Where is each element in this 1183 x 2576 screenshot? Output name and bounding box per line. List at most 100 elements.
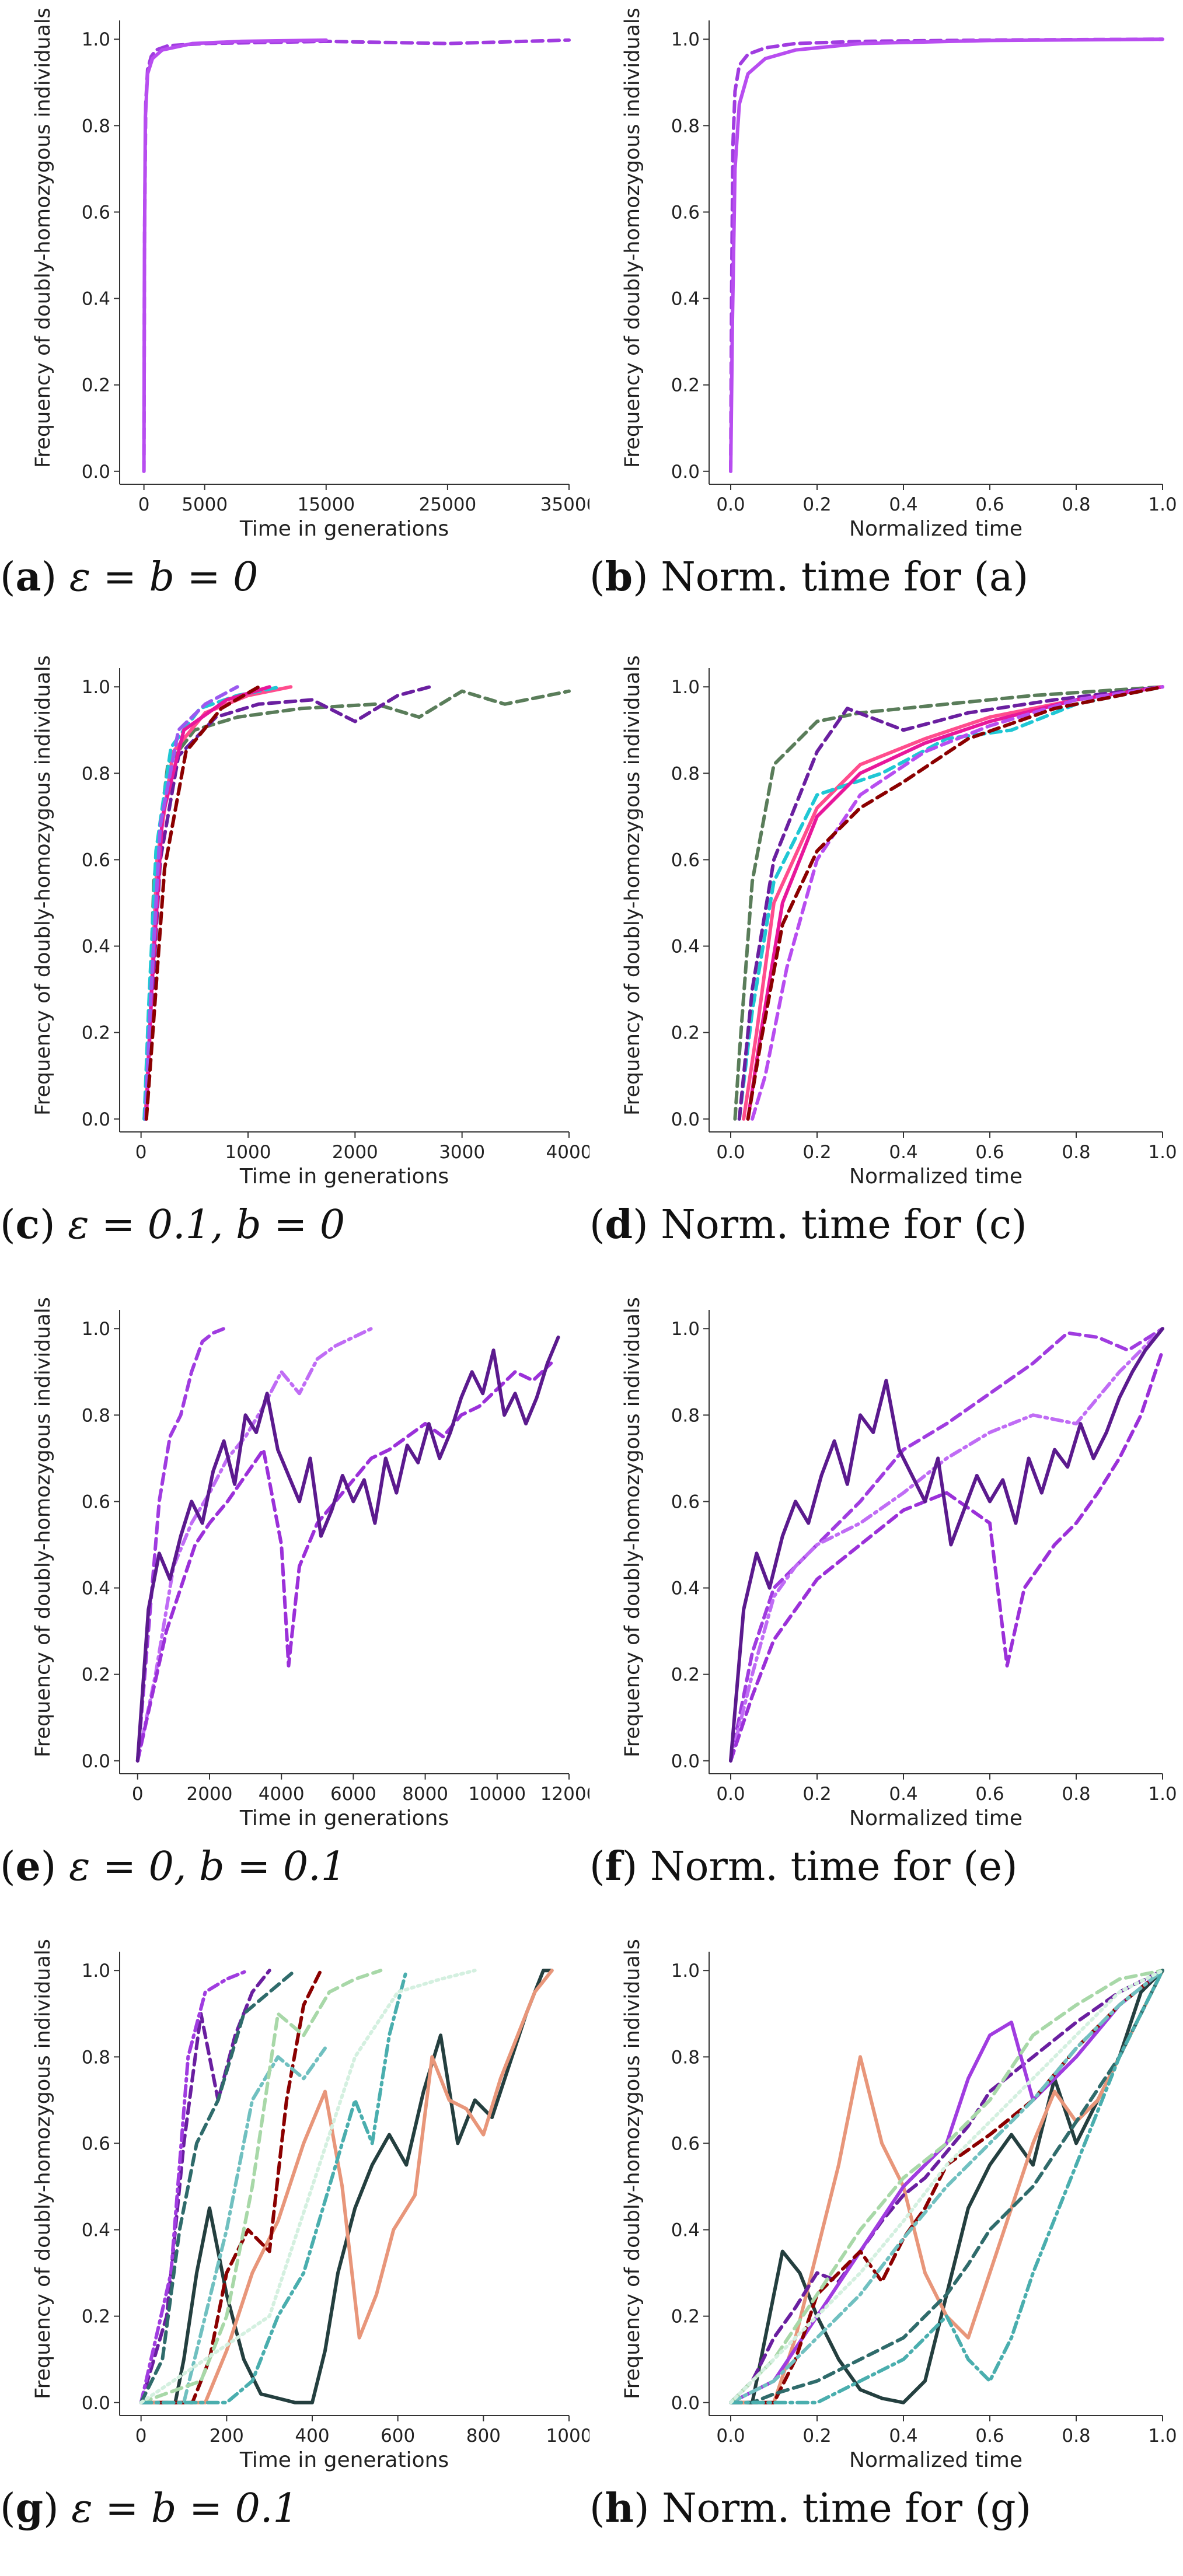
x-tick-label: 800 (466, 2425, 501, 2446)
series-line-1 (729, 1969, 1164, 2404)
y-tick-label: 1.0 (671, 1960, 700, 1981)
x-tick-label: 1.0 (1148, 2425, 1177, 2446)
x-axis-label: Normalized time (849, 1806, 1023, 1830)
series-line-4 (729, 1327, 1164, 1763)
series-line-2 (135, 1327, 374, 1763)
panel-f-chart: 0.0 0.2 0.4 0.6 0.8 1.0 0.0 0.2 0.4 0.6 0.8 1.0 Norm… (621, 1297, 1177, 1830)
x-axis-label: Time in generations (239, 517, 449, 541)
y-tick-label: 0.8 (82, 2047, 110, 2068)
x-tick-label: 0.6 (975, 1142, 1004, 1163)
series-line-6 (729, 1969, 1164, 2404)
x-tick-label: 25000 (419, 494, 477, 515)
series-line-6 (144, 685, 239, 1121)
series-line-5 (746, 685, 1164, 1121)
series-line-2 (729, 1327, 1164, 1763)
x-tick-label: 4000 (259, 1784, 305, 1805)
x-tick-label: 0.8 (1062, 1784, 1090, 1805)
series-line-2 (729, 1969, 1164, 2404)
y-tick-label: 1.0 (671, 1319, 700, 1340)
y-tick-label: 0.8 (671, 116, 700, 137)
x-axis-label: Time in generations (239, 1806, 449, 1830)
y-tick-label: 1.0 (82, 1319, 110, 1340)
series-line-5 (144, 685, 271, 1121)
caption-f: (f) Norm. time for (e) (589, 1843, 1018, 1890)
series-line-7 (729, 1969, 1164, 2404)
y-axis-label: Frequency of doubly-homozygous individua… (621, 655, 644, 1116)
y-tick-label: 0.4 (82, 289, 110, 310)
panel-b-chart: 0.0 0.2 0.4 0.6 0.8 1.0 0.0 0.2 0.4 0.6 0.8 1.0 Norm… (621, 8, 1177, 541)
x-tick-label: 0.2 (802, 2425, 831, 2446)
y-tick-label: 0.0 (671, 1751, 700, 1772)
caption-g: (g) ε = b = 0.1 (0, 2485, 298, 2532)
series-line-3 (139, 1969, 271, 2404)
y-tick-label: 1.0 (82, 1960, 110, 1981)
series-line-2 (142, 38, 328, 473)
x-tick-label: 2000 (187, 1784, 233, 1805)
y-axis-label: Frequency of doubly-homozygous individua… (621, 1939, 644, 2399)
series-line-9 (729, 1969, 1164, 2404)
y-tick-label: 0.4 (671, 289, 700, 310)
x-tick-label: 1.0 (1148, 494, 1177, 515)
y-tick-label: 0.4 (671, 936, 700, 957)
x-tick-label: 12000 (540, 1784, 589, 1805)
y-tick-label: 0.4 (82, 936, 110, 957)
y-tick-label: 0.8 (82, 116, 110, 137)
x-tick-label: 0.0 (716, 1784, 745, 1805)
series-line-7 (746, 685, 1164, 1121)
series-line-1 (142, 689, 571, 1121)
y-tick-label: 0.0 (671, 462, 700, 483)
panel-d-chart: 0.0 0.2 0.4 0.6 0.8 1.0 0.0 0.2 0.4 0.6 0.8 1.0 Norm… (621, 655, 1177, 1189)
x-tick-label: 0.4 (889, 1142, 917, 1163)
y-tick-label: 0.2 (671, 1023, 700, 1044)
series-line-4 (139, 1969, 250, 2404)
series-line-8 (729, 1969, 1164, 2404)
panel-c-chart: 0.0 0.2 0.4 0.6 0.8 1.0 0 1000 2000 3000 4000 Time … (32, 655, 589, 1189)
x-tick-label: 1.0 (1148, 1142, 1177, 1163)
y-tick-label: 0.2 (671, 375, 700, 396)
x-tick-label: 0.6 (975, 2425, 1004, 2446)
y-tick-label: 0.8 (671, 2047, 700, 2068)
x-tick-label: 0.2 (802, 1784, 831, 1805)
x-tick-label: 0 (135, 1142, 147, 1163)
y-tick-label: 0.4 (82, 1578, 110, 1599)
y-axis-label: Frequency of doubly-homozygous individua… (621, 8, 644, 468)
caption-c: (c) ε = 0.1, b = 0 (0, 1201, 346, 1248)
y-tick-label: 0.6 (671, 202, 700, 223)
series-line-7 (144, 685, 261, 1121)
y-tick-label: 0.4 (82, 2220, 110, 2241)
x-tick-label: 0.8 (1062, 2425, 1090, 2446)
y-tick-label: 0.4 (671, 1578, 700, 1599)
y-tick-label: 0.0 (82, 2393, 110, 2414)
series-line-2 (144, 685, 293, 1121)
y-tick-label: 0.8 (671, 763, 700, 784)
x-tick-label: 2000 (332, 1142, 378, 1163)
y-axis-label: Frequency of doubly-homozygous individua… (621, 1297, 644, 1757)
x-axis-label: Normalized time (849, 1165, 1023, 1189)
x-tick-label: 0.6 (975, 1784, 1004, 1805)
x-tick-label: 5000 (182, 494, 228, 515)
y-axis-label: Frequency of doubly-homozygous individua… (32, 1297, 55, 1757)
y-tick-label: 0.2 (671, 1665, 700, 1686)
y-tick-label: 0.2 (82, 1023, 110, 1044)
x-tick-label: 0.0 (716, 1142, 745, 1163)
y-tick-label: 0.6 (82, 850, 110, 871)
x-tick-label: 4000 (546, 1142, 589, 1163)
y-tick-label: 0.4 (671, 2220, 700, 2241)
caption-b: (b) Norm. time for (a) (589, 554, 1029, 600)
x-tick-label: 15000 (297, 494, 355, 515)
y-tick-label: 0.8 (671, 1405, 700, 1426)
x-tick-label: 0 (132, 1784, 144, 1805)
series-line-4 (144, 685, 432, 1121)
x-tick-label: 400 (295, 2425, 329, 2446)
y-tick-label: 0.6 (671, 850, 700, 871)
series-line-7 (139, 1969, 383, 2404)
y-tick-label: 1.0 (82, 677, 110, 698)
y-tick-label: 0.6 (82, 2133, 110, 2154)
x-axis-label: Time in generations (239, 2448, 449, 2472)
caption-a: (a) ε = b = 0 (0, 554, 259, 600)
series-line-10 (139, 1969, 477, 2404)
y-tick-label: 0.2 (82, 1665, 110, 1686)
y-axis-label: Frequency of doubly-homozygous individua… (32, 1939, 55, 2399)
x-tick-label: 1000 (225, 1142, 271, 1163)
y-tick-label: 0.6 (671, 1491, 700, 1512)
